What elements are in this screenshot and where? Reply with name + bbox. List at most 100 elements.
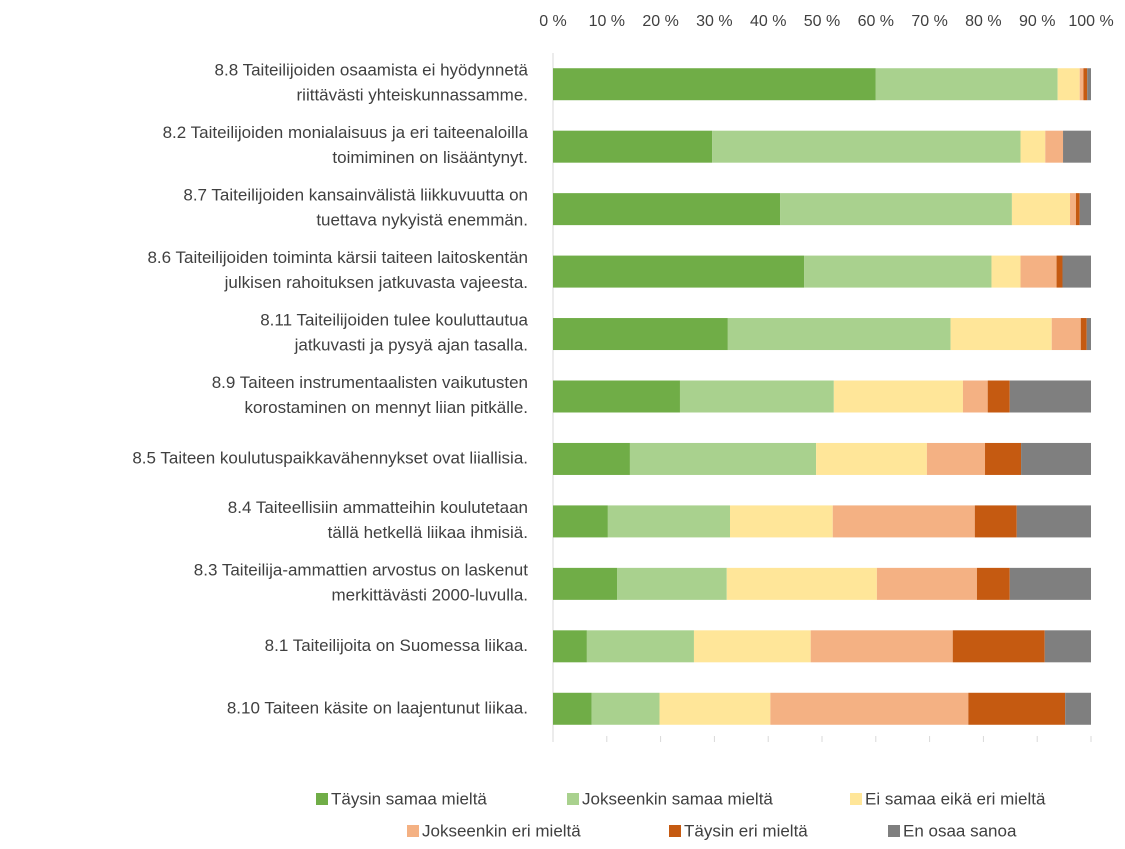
legend-swatch <box>888 825 900 837</box>
bar-segment <box>985 442 1022 475</box>
bar-segment <box>1045 130 1064 163</box>
x-tick-label: 50 % <box>804 13 840 30</box>
category-label: 8.6 Taiteilijoiden toiminta kärsii taite… <box>147 249 528 293</box>
bar-segment <box>730 505 833 538</box>
bar-segment <box>1056 255 1063 288</box>
bar-segment <box>1075 193 1080 226</box>
category-label: 8.2 Taiteilijoiden monialaisuus ja eri t… <box>163 124 529 168</box>
bar-segment <box>987 380 1010 413</box>
bar-segment <box>1021 442 1091 475</box>
bar-segment <box>926 442 986 475</box>
legend-label: Ei samaa eikä eri mieltä <box>865 789 1046 808</box>
bar-segment <box>629 442 817 475</box>
category-label: 8.11 Taiteilijoiden tulee kouluttautua ja… <box>260 311 528 355</box>
legend-label: Jokseenkin eri mieltä <box>422 821 581 840</box>
category-label: 8.10 Taiteen käsite on laajentunut liika… <box>227 698 528 717</box>
bar-segment <box>553 68 876 101</box>
bar-segment <box>974 505 1017 538</box>
legend-swatch <box>407 825 419 837</box>
category-label: 8.8 Taiteilijoiden osaamista ei hyödynne… <box>215 61 529 105</box>
bar-segment <box>1009 567 1091 600</box>
x-tick-label: 0 % <box>539 13 567 30</box>
bar-segment <box>553 255 805 288</box>
x-tick-label: 90 % <box>1019 13 1055 30</box>
bar-segment <box>679 380 834 413</box>
bar-segment <box>591 692 660 725</box>
bar-segment <box>553 567 618 600</box>
category-label: 8.4 Taiteellisiin ammatteihin koulutetaa… <box>228 498 528 542</box>
bar-segment <box>1083 68 1088 101</box>
x-tick-label: 20 % <box>642 13 678 30</box>
x-tick-label: 100 % <box>1068 13 1113 30</box>
x-tick-label: 10 % <box>589 13 625 30</box>
bar-segment <box>962 380 988 413</box>
bar-segment <box>1070 193 1076 226</box>
x-tick-label: 40 % <box>750 13 786 30</box>
bar-segment <box>1063 130 1091 163</box>
bar-segment <box>712 130 1021 163</box>
bar-segment <box>1020 130 1046 163</box>
bar-segment <box>875 68 1058 101</box>
legend-label: En osaa sanoa <box>903 821 1017 840</box>
bar-segment <box>1087 68 1091 101</box>
bar-segment <box>607 505 731 538</box>
bar-segment <box>1016 505 1091 538</box>
bar-segment <box>1020 255 1057 288</box>
bar-segment <box>816 442 927 475</box>
legend-swatch <box>850 793 862 805</box>
bar-segment <box>952 630 1045 663</box>
x-tick-label: 60 % <box>858 13 894 30</box>
bar-segment <box>968 692 1066 725</box>
bar-segment <box>1080 318 1087 351</box>
bar-segment <box>553 130 713 163</box>
bar-segment <box>659 692 771 725</box>
bar-segment <box>950 318 1052 351</box>
bar-segment <box>991 255 1021 288</box>
bar-segment <box>770 692 969 725</box>
legend-swatch <box>316 793 328 805</box>
bar-segment <box>693 630 811 663</box>
bar-segment <box>1062 255 1091 288</box>
category-label: 8.1 Taiteilijoita on Suomessa liikaa. <box>265 636 528 655</box>
bar-segment <box>1079 193 1091 226</box>
bar-segment <box>1057 68 1080 101</box>
bar-segment <box>553 193 781 226</box>
bar-segment <box>553 692 592 725</box>
bar-segment <box>727 318 951 351</box>
bar-segment <box>804 255 992 288</box>
bar-segment <box>780 193 1012 226</box>
bar-segment <box>1044 630 1091 663</box>
legend-label: Täysin eri mieltä <box>684 821 808 840</box>
bar-segment <box>810 630 953 663</box>
legend-swatch <box>567 793 579 805</box>
legend-label: Jokseenkin samaa mieltä <box>582 789 773 808</box>
x-tick-label: 80 % <box>965 13 1001 30</box>
category-label: 8.3 Taiteilija-ammattien arvostus on las… <box>194 561 528 605</box>
bar-segment <box>553 442 630 475</box>
bar-segment <box>876 567 977 600</box>
bar-segment <box>553 318 728 351</box>
bar-segment <box>1011 193 1071 226</box>
bar-segment <box>553 630 587 663</box>
category-label: 8.5 Taiteen koulutuspaikkavähennykset ov… <box>132 448 528 467</box>
bar-segment <box>832 505 975 538</box>
bar-segment <box>726 567 877 600</box>
bar-segment <box>586 630 694 663</box>
category-label: 8.7 Taiteilijoiden kansainvälistä liikku… <box>183 186 528 230</box>
bar-segment <box>1009 380 1091 413</box>
bar-segment <box>617 567 727 600</box>
bar-segment <box>553 380 680 413</box>
x-tick-label: 70 % <box>911 13 947 30</box>
x-tick-label: 30 % <box>696 13 732 30</box>
bar-segment <box>1065 692 1091 725</box>
category-label: 8.9 Taiteen instrumentaalisten vaikutust… <box>212 373 528 417</box>
legend-label: Täysin samaa mieltä <box>331 789 487 808</box>
bar-segment <box>553 505 608 538</box>
bar-segment <box>976 567 1010 600</box>
bar-segment <box>1086 318 1091 351</box>
bar-segment <box>1051 318 1081 351</box>
bar-segment <box>1079 68 1084 101</box>
bar-segment <box>833 380 963 413</box>
legend-swatch <box>669 825 681 837</box>
